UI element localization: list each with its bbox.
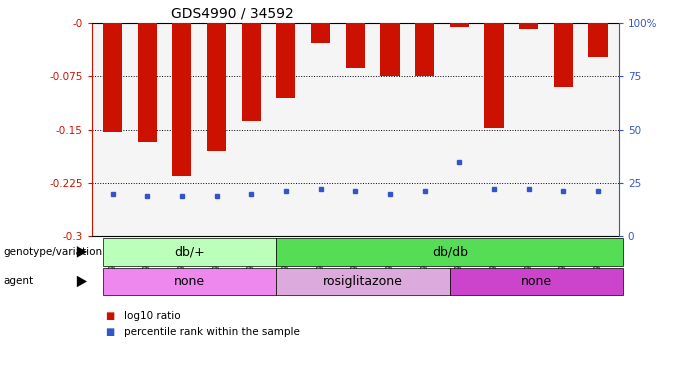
- Bar: [449, 23, 469, 26]
- Text: percentile rank within the sample: percentile rank within the sample: [124, 327, 301, 337]
- Bar: [519, 23, 538, 29]
- Bar: [554, 23, 573, 87]
- Bar: [277, 23, 296, 98]
- Text: log10 ratio: log10 ratio: [124, 311, 181, 321]
- Text: db/+: db/+: [174, 245, 205, 258]
- Bar: [311, 23, 330, 43]
- Bar: [484, 23, 503, 128]
- Bar: [588, 23, 607, 57]
- Bar: [380, 23, 400, 76]
- Text: ■: ■: [105, 327, 115, 337]
- Bar: [138, 23, 157, 142]
- Bar: [207, 23, 226, 151]
- Text: genotype/variation: genotype/variation: [3, 247, 103, 257]
- Bar: [242, 23, 261, 121]
- Bar: [173, 23, 192, 176]
- Text: none: none: [174, 275, 205, 288]
- Text: ■: ■: [105, 311, 115, 321]
- Bar: [415, 23, 434, 76]
- Text: db/db: db/db: [432, 245, 468, 258]
- Text: none: none: [521, 275, 552, 288]
- Text: rosiglitazone: rosiglitazone: [323, 275, 403, 288]
- Text: agent: agent: [3, 276, 33, 286]
- Bar: [103, 23, 122, 132]
- Text: GDS4990 / 34592: GDS4990 / 34592: [171, 7, 294, 20]
- Bar: [345, 23, 365, 68]
